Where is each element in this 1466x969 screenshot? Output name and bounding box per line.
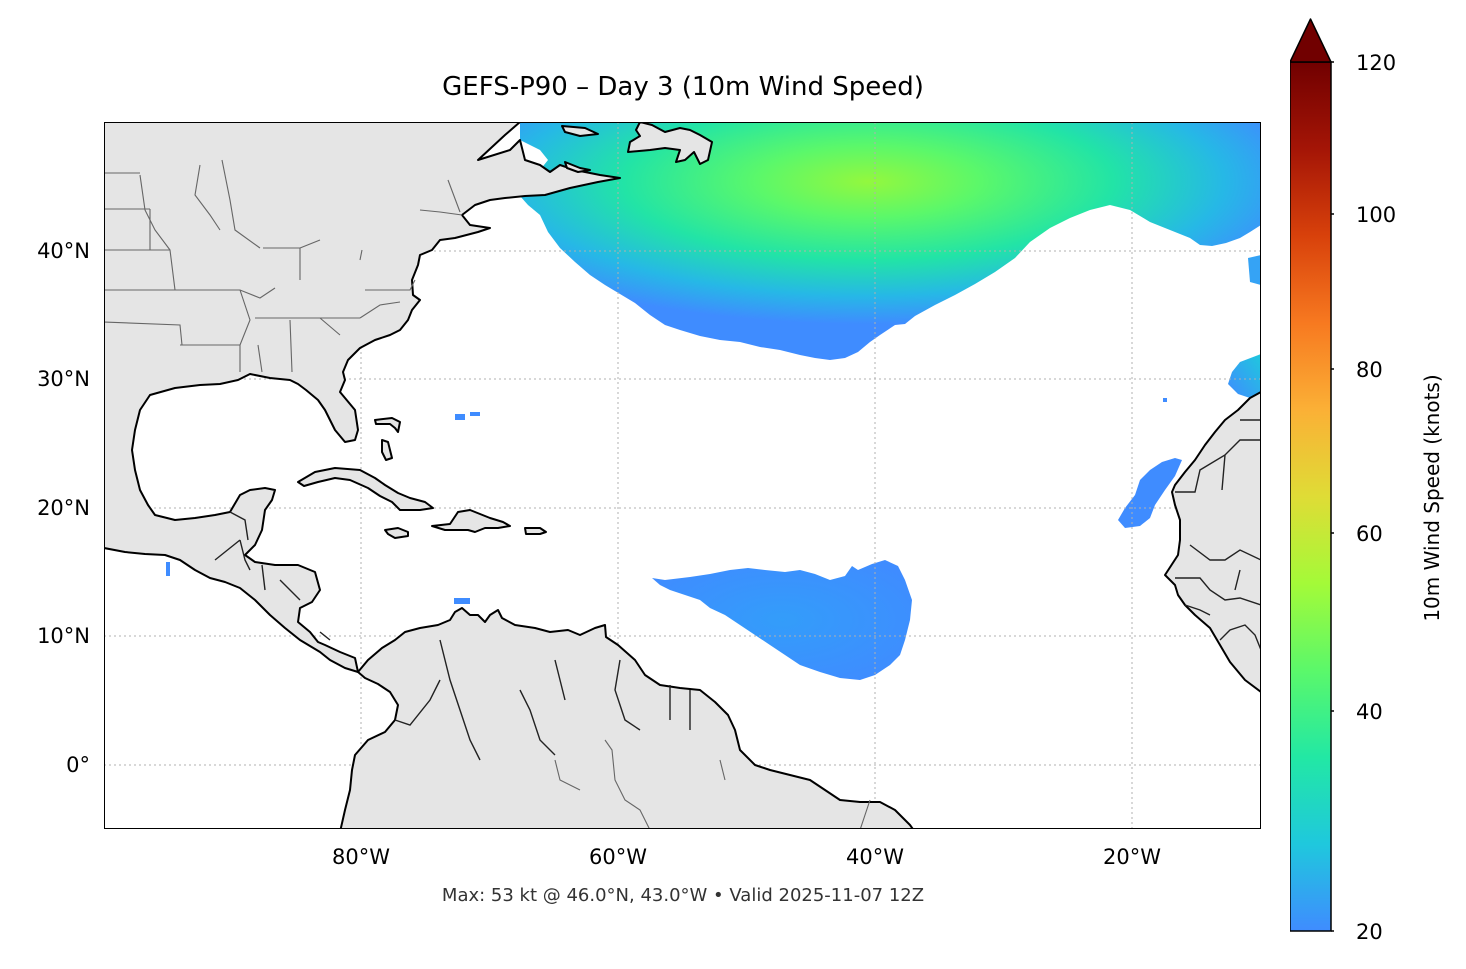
colorbar-tick-label: 60 (1356, 522, 1383, 546)
land-cuba (296, 466, 434, 511)
colorbar (1290, 18, 1334, 932)
y-tick-label: 20°N (37, 496, 90, 520)
colorbar-label: 10m Wind Speed (knots) (1420, 374, 1444, 622)
wind-field-north-atlantic (519, 123, 1260, 360)
land-pei (563, 160, 591, 173)
colorbar-tick-label: 80 (1356, 358, 1383, 382)
land-anticosti (560, 124, 599, 137)
chart-title: GEFS-P90 – Day 3 (10m Wind Speed) (442, 72, 924, 102)
y-tick-label: 10°N (37, 624, 90, 648)
land-jamaica (383, 526, 409, 539)
land-africa (1163, 390, 1260, 693)
wind-field-azores-patch (1247, 254, 1260, 285)
wind-speck (1162, 397, 1167, 402)
land-hispaniola (430, 508, 511, 533)
country-borders-dark (214, 418, 1260, 760)
wind-speck (165, 561, 170, 576)
land-bahamas (373, 416, 401, 461)
land-newfoundland (626, 123, 713, 165)
wind-speck (453, 597, 470, 604)
map-plot-area (104, 122, 1261, 829)
wind-field-layer (105, 123, 1260, 680)
x-tick-label: 40°W (846, 845, 904, 869)
colorbar-tick-label: 120 (1356, 51, 1397, 75)
y-tick-label: 30°N (37, 367, 90, 391)
wind-field-canary-north (1227, 353, 1260, 398)
borders-layer (105, 159, 871, 828)
colorbar-extend-arrow (1290, 18, 1332, 63)
land-layer (105, 123, 1260, 828)
land-north-america (105, 123, 621, 673)
wind-speck (454, 413, 465, 420)
y-tick-label: 0° (66, 753, 90, 777)
colorbar-tick-label: 40 (1356, 700, 1383, 724)
colorbar-tick-label: 100 (1356, 203, 1397, 227)
wind-field-tropical-atlantic (651, 559, 912, 680)
wind-field-west-africa (1117, 457, 1182, 528)
wind-speck (469, 411, 480, 416)
land-south-america (339, 606, 914, 828)
y-tick-label: 40°N (37, 239, 90, 263)
max-value-footer: Max: 53 kt @ 46.0°N, 43.0°W • Valid 2025… (441, 885, 925, 906)
x-tick-label: 60°W (589, 845, 647, 869)
land-puerto-rico (523, 526, 547, 535)
colorbar-tick-label: 20 (1356, 920, 1383, 944)
x-tick-label: 80°W (332, 845, 390, 869)
x-tick-label: 20°W (1103, 845, 1161, 869)
